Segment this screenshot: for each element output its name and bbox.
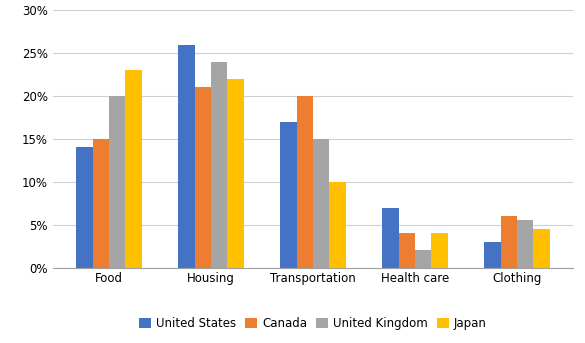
Bar (125, 70, 142, 268)
Bar (228, 79, 243, 268)
Bar (178, 45, 195, 268)
Legend: United States, Canada, United Kingdom, Japan: United States, Canada, United Kingdom, J… (135, 312, 491, 334)
Bar (109, 96, 125, 268)
Bar (92, 139, 109, 268)
Bar (484, 242, 501, 268)
Bar (329, 182, 346, 268)
Bar (211, 62, 228, 268)
Bar (501, 216, 517, 268)
Bar (534, 229, 550, 268)
Bar (195, 87, 211, 268)
Bar (398, 233, 415, 268)
Bar (313, 139, 329, 268)
Bar (415, 250, 431, 268)
Bar (517, 221, 534, 268)
Bar (431, 233, 448, 268)
Bar (297, 96, 313, 268)
Bar (383, 208, 398, 268)
Bar (76, 147, 92, 268)
Bar (280, 122, 297, 268)
